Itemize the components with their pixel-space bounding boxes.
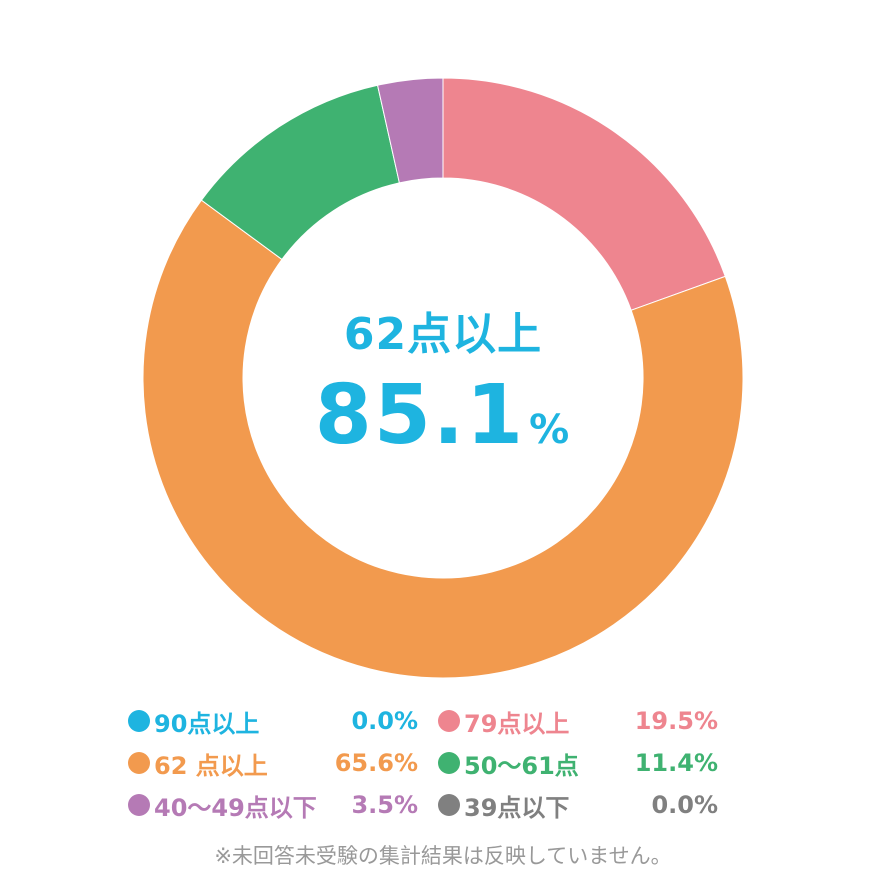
legend-row: 62 点以上 65.6% 50～61点 11.4% <box>128 742 748 784</box>
legend-dot <box>438 752 460 774</box>
legend-item-62-plus: 62 点以上 65.6% <box>128 746 438 781</box>
legend-value: 0.0% <box>351 707 418 735</box>
legend-item-79-plus: 79点以上 19.5% <box>438 704 718 739</box>
legend-row: 40～49点以下 3.5% 39点以下 0.0% <box>128 784 748 826</box>
legend-dot <box>128 710 150 732</box>
legend-dot <box>438 794 460 816</box>
legend: 90点以上 0.0% 79点以上 19.5% 62 点以上 65.6% 50～6… <box>128 700 748 826</box>
donut-chart <box>142 77 744 679</box>
center-value: 85.1% <box>293 368 593 463</box>
legend-item-90-plus: 90点以上 0.0% <box>128 704 438 739</box>
legend-item-40-49: 40～49点以下 3.5% <box>128 788 438 823</box>
donut-slice-2 <box>142 199 744 679</box>
legend-value: 0.0% <box>651 791 718 819</box>
legend-value: 3.5% <box>351 791 418 819</box>
donut-slice-1 <box>442 77 726 311</box>
legend-row: 90点以上 0.0% 79点以上 19.5% <box>128 700 748 742</box>
legend-dot <box>438 710 460 732</box>
legend-item-50-61: 50～61点 11.4% <box>438 746 718 781</box>
center-title: 62点以上 <box>343 309 543 360</box>
legend-dot <box>128 752 150 774</box>
legend-label: 79点以上 <box>464 709 570 738</box>
donut-slice-4 <box>376 77 444 184</box>
legend-label: 39点以下 <box>464 793 570 822</box>
legend-value: 65.6% <box>334 749 418 777</box>
legend-value: 11.4% <box>634 749 718 777</box>
center-value-number: 85.1 <box>314 368 526 463</box>
legend-dot <box>128 794 150 816</box>
legend-label: 40～49点以下 <box>154 793 317 822</box>
legend-label: 50～61点 <box>464 751 579 780</box>
center-value-unit: % <box>529 407 572 453</box>
footnote: ※未回答未受験の集計結果は反映していません。 <box>214 844 672 868</box>
legend-value: 19.5% <box>634 707 718 735</box>
legend-item-39-below: 39点以下 0.0% <box>438 788 718 823</box>
legend-label: 62 点以上 <box>154 751 268 780</box>
legend-label: 90点以上 <box>154 709 260 738</box>
